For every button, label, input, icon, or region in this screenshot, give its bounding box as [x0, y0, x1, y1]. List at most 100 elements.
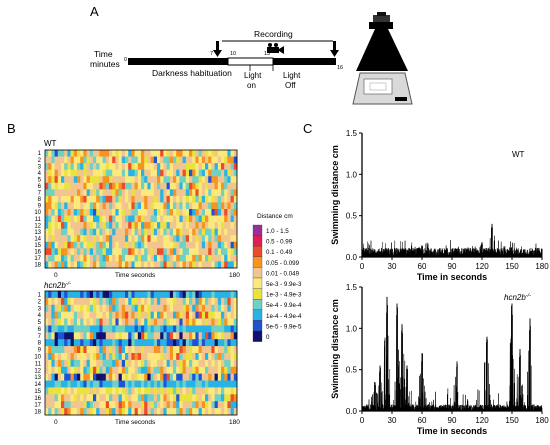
- heatmap-cell: [73, 163, 78, 170]
- heatmap-cell: [137, 176, 142, 184]
- heatmap-cell: [61, 150, 65, 157]
- heatmap-cell: [166, 394, 171, 402]
- heatmap-cell: [70, 176, 75, 184]
- heatmap-cell: [112, 380, 116, 388]
- heatmap-cell: [83, 387, 87, 395]
- heatmap-cell: [211, 401, 215, 409]
- heatmap-cell: [230, 176, 235, 184]
- heatmap-cell: [230, 380, 235, 388]
- heatmap-cell: [217, 394, 222, 402]
- heatmap-cell: [233, 235, 238, 243]
- heatmap-cell: [99, 387, 103, 395]
- heatmap-cell: [93, 373, 97, 381]
- heatmap-cell: [109, 373, 113, 381]
- time-axis-label-1: Time: [94, 49, 113, 59]
- heatmap-cell: [89, 346, 94, 354]
- heatmap-cell: [105, 373, 110, 381]
- heatmap-cell: [205, 182, 209, 190]
- heatmap-cell: [83, 209, 87, 216]
- heatmap-cell: [115, 401, 119, 409]
- heatmap-cell: [147, 195, 151, 203]
- heatmap-cell: [141, 401, 145, 409]
- heatmap-cell: [99, 359, 103, 368]
- heatmap-cell: [233, 346, 238, 354]
- heatmap-cell: [198, 195, 203, 203]
- heatmap-cell: [112, 182, 116, 190]
- heatmap-cell: [57, 209, 62, 216]
- heatmap-cell: [70, 304, 75, 312]
- light-on-label-1: Light: [244, 71, 262, 80]
- heatmap-cell: [137, 182, 142, 190]
- heatmap-cell: [70, 380, 75, 388]
- heatmap-cell: [109, 215, 113, 223]
- heatmap-cell: [77, 254, 81, 262]
- heatmap-cell: [45, 318, 49, 326]
- heatmap-cell: [182, 359, 187, 368]
- heatmap-cell: [93, 189, 97, 197]
- heatmap-cell: [195, 408, 199, 416]
- heatmap-cell: [192, 311, 196, 319]
- heatmap-cell: [205, 248, 209, 256]
- heatmap-cell: [198, 380, 203, 388]
- heatmap-cell: [121, 195, 126, 203]
- heatmap-cell: [99, 150, 103, 157]
- heatmap-cell: [77, 408, 81, 416]
- heatmap-cell: [147, 228, 151, 236]
- heatmap-cell: [45, 394, 49, 402]
- heatmap-cell: [112, 325, 116, 333]
- heatmap-cell: [205, 195, 209, 203]
- heatmap-cell: [153, 222, 158, 229]
- heatmap-cell: [131, 241, 135, 249]
- heatmap-cell: [169, 387, 174, 395]
- heatmap-cell: [221, 189, 225, 197]
- heatmap-cell: [227, 380, 231, 388]
- heatmap-cell: [128, 291, 132, 299]
- heatmap-cell: [86, 339, 91, 347]
- heatmap-cell: [233, 195, 238, 203]
- heatmap-cell: [80, 189, 84, 197]
- heatmap-cell: [64, 401, 68, 409]
- heatmap-cell: [137, 318, 142, 326]
- heatmap-cell: [173, 248, 177, 256]
- heatmap-cell: [54, 359, 59, 368]
- heatmap-cell: [121, 189, 126, 197]
- heatmap-cell: [51, 215, 55, 223]
- heatmap-cell: [198, 241, 203, 249]
- heatmap-cell: [169, 189, 174, 197]
- heatmap-cell: [73, 169, 78, 177]
- heatmap-cell: [89, 202, 94, 210]
- heatmap-cell: [128, 156, 132, 164]
- heatmap-cell: [105, 339, 110, 347]
- heatmap-cell: [51, 311, 55, 319]
- heatmap-cell: [205, 387, 209, 395]
- heatmap-cell: [201, 189, 206, 197]
- heatmap-cell: [102, 215, 107, 223]
- heatmap-cell: [173, 195, 177, 203]
- heatmap-cell: [185, 254, 190, 262]
- x-tick-label: 0: [360, 262, 365, 271]
- heatmap-cell: [64, 304, 68, 312]
- heatmap-row-label: 6: [38, 184, 42, 190]
- heatmap-cell: [185, 346, 190, 354]
- heatmap-cell: [179, 394, 183, 402]
- heatmap-cell: [214, 195, 219, 203]
- heatmap-cell: [73, 373, 78, 381]
- heatmap-cell: [51, 373, 55, 381]
- heatmap-cell: [230, 332, 235, 340]
- heatmap-cell: [134, 408, 139, 416]
- heatmap-cell: [214, 241, 219, 249]
- heatmap-cell: [128, 380, 132, 388]
- heatmap-cell: [45, 189, 49, 197]
- heatmap-cell: [205, 304, 209, 312]
- heatmap-cell: [109, 228, 113, 236]
- heatmap-cell: [163, 401, 167, 409]
- heatmap-cell: [121, 156, 126, 164]
- heatmap-cell: [96, 325, 100, 333]
- heatmap-cell: [102, 150, 107, 157]
- heatmap-cell: [176, 195, 180, 203]
- heatmap-cell: [45, 304, 49, 312]
- heatmap-cell: [160, 325, 164, 333]
- heatmap-cell: [57, 150, 62, 157]
- heatmap-cell: [192, 248, 196, 256]
- heatmap-cell: [83, 182, 87, 190]
